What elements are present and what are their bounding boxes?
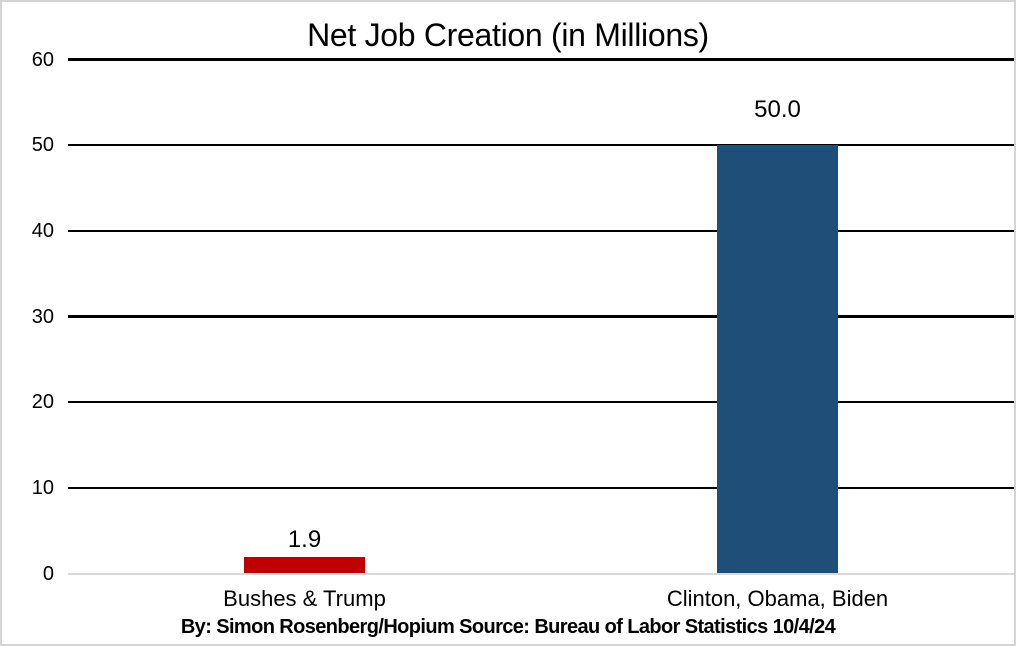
gridline xyxy=(68,486,1014,490)
y-tick-label: 60 xyxy=(31,48,54,71)
gridline xyxy=(68,143,1014,147)
bar-value-label: 1.9 xyxy=(287,526,322,554)
gridline xyxy=(68,315,1014,318)
y-tick-label: 10 xyxy=(31,476,54,499)
y-tick-label: 30 xyxy=(31,305,54,328)
gridline xyxy=(68,58,1014,61)
gridline xyxy=(68,400,1014,404)
bar-0 xyxy=(244,557,365,574)
category-label: Bushes & Trump xyxy=(223,586,386,611)
category-label: Clinton, Obama, Biden xyxy=(666,586,889,611)
chart-footer: By: Simon Rosenberg/Hopium Source: Burea… xyxy=(180,616,836,638)
zero-gridline xyxy=(68,572,1014,575)
chart-title: Net Job Creation (in Millions) xyxy=(307,17,709,53)
y-tick-label: 20 xyxy=(31,391,54,414)
y-tick-label: 50 xyxy=(31,134,54,157)
y-tick-label: 0 xyxy=(42,562,54,585)
gridline xyxy=(68,229,1014,233)
y-tick-label: 40 xyxy=(31,219,54,242)
bar-value-label: 50.0 xyxy=(754,96,801,124)
bar-1 xyxy=(717,145,838,574)
